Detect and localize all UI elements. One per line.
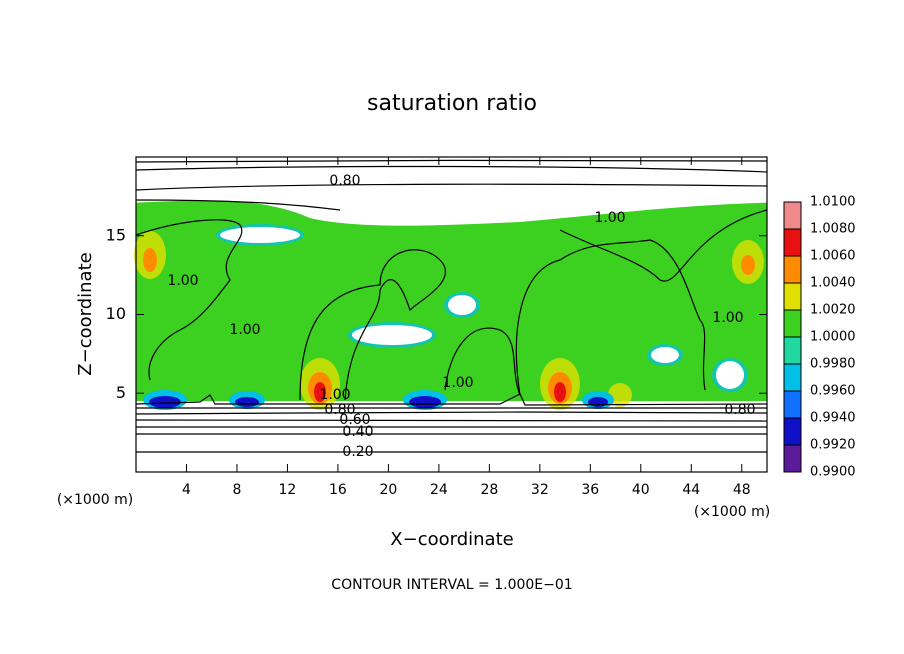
colorbar-tick-label: 1.0040 xyxy=(810,276,856,291)
footnote: CONTOUR INTERVAL = 1.000E−01 xyxy=(331,577,572,593)
colorbar-band xyxy=(784,391,801,418)
x-tick-label: 36 xyxy=(581,482,599,498)
field xyxy=(409,396,441,408)
colorbar-tick-label: 0.9900 xyxy=(810,465,856,480)
colorbar-tick-label: 1.0060 xyxy=(810,249,856,264)
contour-label: 0.80 xyxy=(329,173,360,189)
field xyxy=(554,382,566,402)
contour-line xyxy=(299,249,447,401)
colorbar-tick-label: 1.0100 xyxy=(810,195,856,210)
x-unit: (×1000 m) xyxy=(57,492,133,508)
field xyxy=(352,325,432,345)
field xyxy=(608,383,632,407)
field xyxy=(235,397,259,407)
contour-line xyxy=(135,219,243,381)
colorbar-tick-label: 1.0020 xyxy=(810,303,856,318)
x-tick-label: 28 xyxy=(480,482,498,498)
x-tick-label: 48 xyxy=(733,482,751,498)
colorbar-band xyxy=(784,418,801,445)
field xyxy=(314,382,326,402)
field xyxy=(588,397,608,407)
y-tick-label: 10 xyxy=(106,304,126,323)
x-tick-label: 20 xyxy=(379,482,397,498)
colorbar-band xyxy=(784,256,801,283)
chart-title: saturation ratio xyxy=(367,91,537,116)
contour-label: 0.80 xyxy=(324,402,355,418)
colorbar-band xyxy=(784,229,801,256)
colorbar-band xyxy=(784,445,801,472)
contour-label: 1.00 xyxy=(229,322,260,338)
x-tick-label: 44 xyxy=(682,482,700,498)
contour-label: 1.00 xyxy=(594,210,625,226)
colorbar-band xyxy=(784,310,801,337)
contour-label: 1.00 xyxy=(442,375,473,391)
colorbar-band xyxy=(784,202,801,229)
contour-line xyxy=(515,239,706,396)
contour-label: 0.60 xyxy=(339,412,370,428)
y-axis-label: Z−coordinate xyxy=(75,252,96,375)
y-tick-label: 15 xyxy=(106,225,126,244)
contour-line xyxy=(135,419,768,422)
colorbar-tick-label: 1.0000 xyxy=(810,330,856,345)
contour-line xyxy=(135,199,341,211)
field xyxy=(741,255,755,275)
contour-line xyxy=(135,411,768,415)
colorbar-tick-label: 0.9920 xyxy=(810,438,856,453)
colorbar-band xyxy=(784,364,801,391)
colorbar-band xyxy=(784,283,801,310)
contour-label: 0.20 xyxy=(342,444,373,460)
colorbar-tick-label: 0.9980 xyxy=(810,357,856,372)
y-tick-label: 5 xyxy=(116,383,126,402)
contour-line xyxy=(135,159,768,163)
x-tick-label: 16 xyxy=(329,482,347,498)
x-tick-label: 24 xyxy=(430,482,448,498)
field xyxy=(149,396,181,408)
x-tick-label: 12 xyxy=(279,482,297,498)
contour-line xyxy=(135,183,768,191)
field xyxy=(220,227,300,243)
contour-line xyxy=(135,165,768,173)
contour-label: 1.00 xyxy=(319,387,350,403)
field xyxy=(448,295,476,315)
field xyxy=(716,361,744,389)
x-tick-label: 40 xyxy=(632,482,650,498)
field xyxy=(143,248,157,272)
x-unit: (×1000 m) xyxy=(694,504,770,520)
x-axis-label: X−coordinate xyxy=(390,529,513,550)
contour-label: 0.80 xyxy=(724,402,755,418)
colorbar-tick-label: 1.0080 xyxy=(810,222,856,237)
x-tick-label: 8 xyxy=(232,482,241,498)
colorbar-band xyxy=(784,337,801,364)
x-tick-label: 32 xyxy=(531,482,549,498)
contour-label: 0.40 xyxy=(342,424,373,440)
field xyxy=(651,347,679,363)
contour-line xyxy=(444,327,521,396)
contour-line xyxy=(559,209,768,282)
colorbar-tick-label: 0.9960 xyxy=(810,384,856,399)
contour-label: 1.00 xyxy=(167,273,198,289)
colorbar-tick-label: 0.9940 xyxy=(810,411,856,426)
x-tick-label: 4 xyxy=(182,482,191,498)
contour-label: 1.00 xyxy=(712,310,743,326)
contour-line xyxy=(135,393,768,406)
